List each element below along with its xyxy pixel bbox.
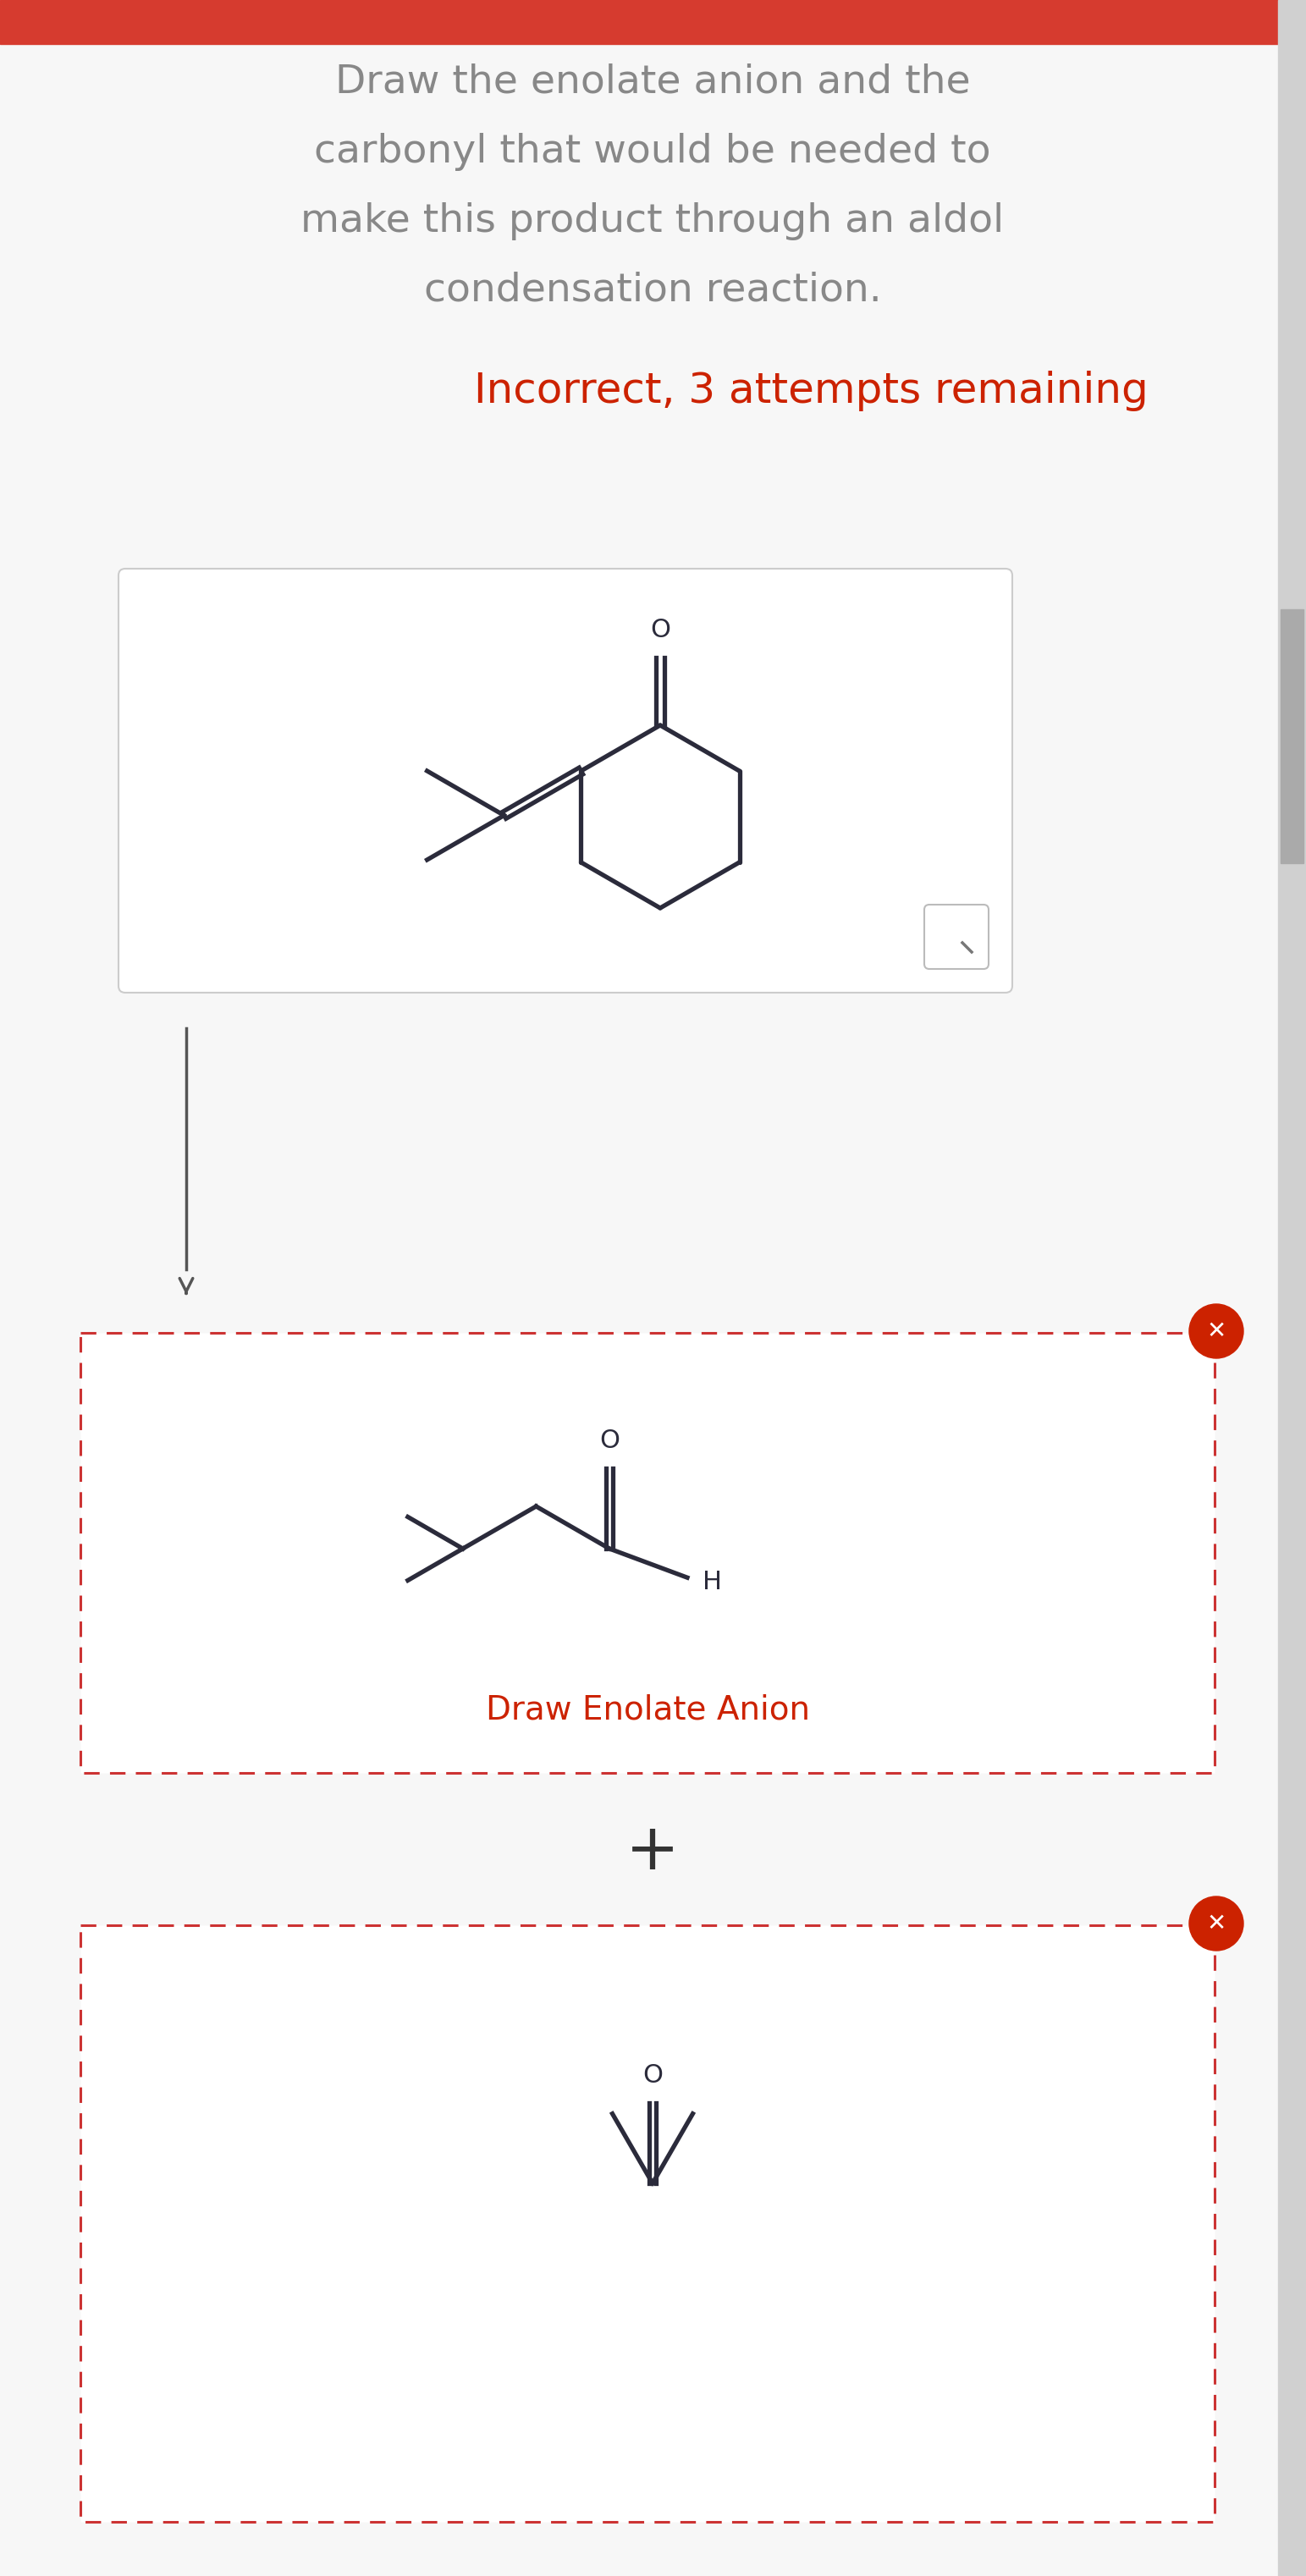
Bar [81,1924,1215,2522]
Text: ✕: ✕ [1207,1319,1226,1342]
Text: ✕: ✕ [1207,1911,1226,1935]
Bar [1279,0,1306,2576]
FancyBboxPatch shape [119,569,1012,992]
Text: O: O [599,1430,619,1453]
Bar [1281,611,1303,863]
Text: Draw Enolate Anion: Draw Enolate Anion [486,1692,810,1726]
Text: O: O [650,618,670,641]
Text: condensation reaction.: condensation reaction. [423,270,882,309]
Text: carbonyl that would be needed to: carbonyl that would be needed to [315,134,991,170]
Bar [0,0,1306,44]
Text: make this product through an aldol: make this product through an aldol [300,204,1004,240]
Circle shape [1190,1896,1243,1950]
Text: +: + [626,1821,679,1883]
Text: H: H [703,1569,722,1595]
Circle shape [1190,1303,1243,1358]
Text: Draw the enolate anion and the: Draw the enolate anion and the [334,64,970,100]
FancyBboxPatch shape [925,904,989,969]
Text: O: O [643,2063,662,2087]
Bar [81,1332,1215,1772]
Text: Incorrect, 3 attempts remaining: Incorrect, 3 attempts remaining [474,371,1148,412]
